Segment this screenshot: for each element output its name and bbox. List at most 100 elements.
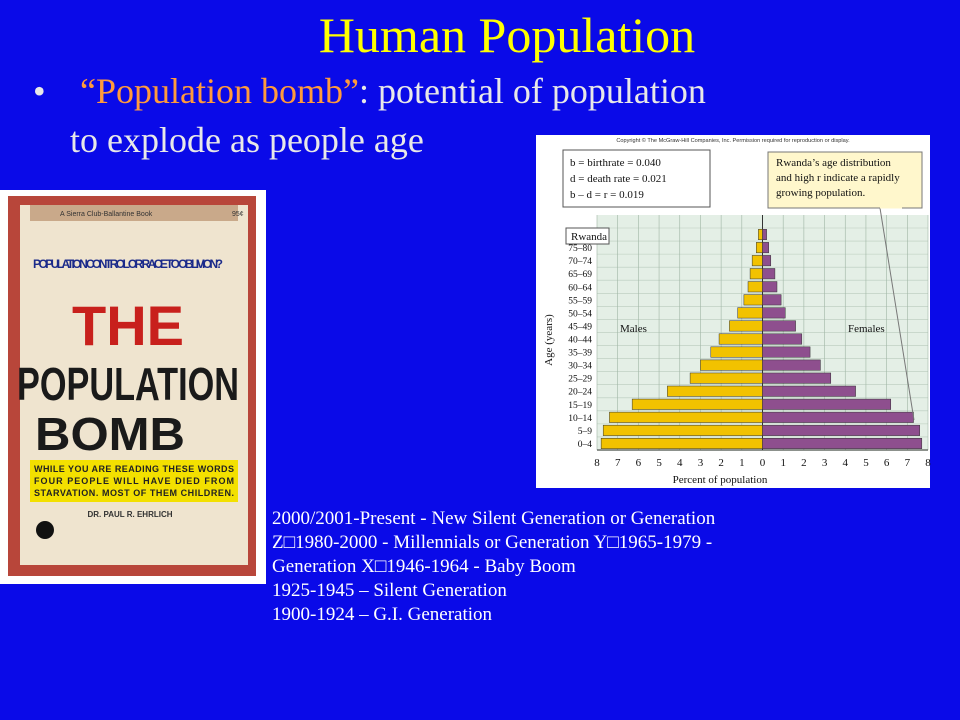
bar (718, 333, 763, 345)
x-tick-label: 7 (905, 457, 911, 469)
bar (609, 411, 763, 423)
y-tick-label: 70–74 (568, 257, 592, 267)
bar (756, 242, 763, 254)
y-tick-label: 60–64 (568, 283, 592, 293)
y-tick-label: 25–29 (568, 375, 592, 385)
book-price: 95¢ (232, 211, 244, 218)
callout-line: and high r indicate a rapidly (776, 172, 900, 184)
bar (762, 385, 856, 397)
y-tick-label: 0–4 (578, 440, 593, 450)
y-tick-label: 50–54 (568, 309, 592, 319)
book-blurb: WHILE YOU ARE READING THESE WORDS (34, 464, 234, 474)
legend-entry: Females (848, 323, 885, 335)
bar (600, 437, 763, 449)
book-title: BOMB (35, 408, 185, 460)
x-tick-label: 4 (677, 457, 683, 469)
book-tagline: POPULATION CONTROL OR RACE TO OBLIVION? (33, 257, 223, 271)
slide-title: Human Population (319, 7, 695, 63)
y-tick-label: 55–59 (568, 296, 592, 306)
bullet-text: to explode as people age (70, 120, 424, 160)
rate-line: d = death rate = 0.021 (570, 173, 667, 185)
x-tick-label: 6 (884, 457, 890, 469)
legend-entry: Males (620, 323, 647, 335)
book-series: A Sierra Club-Ballantine Book (60, 211, 153, 218)
generation-line: 1925-1945 – Silent Generation (272, 580, 507, 601)
y-tick-label: 30–34 (568, 362, 592, 372)
x-tick-label: 2 (718, 457, 724, 469)
bar (737, 307, 763, 319)
book-author: DR. PAUL R. EHRLICH (87, 510, 172, 519)
bar (762, 255, 772, 267)
bar (762, 424, 920, 436)
bar (762, 320, 796, 332)
bar (762, 411, 914, 423)
bar (762, 242, 769, 254)
callout-line: growing population. (776, 187, 865, 199)
bar (700, 359, 763, 371)
x-tick-label: 8 (594, 457, 600, 469)
bullet-line: “Population bomb”: potential of populati… (80, 71, 706, 111)
country-box (565, 227, 610, 245)
generations: 2000/2001-Present - New Silent Generatio… (272, 508, 716, 625)
bar (758, 229, 763, 241)
bar (762, 359, 821, 371)
x-axis-label: Percent of population (673, 474, 768, 486)
bar (762, 281, 778, 293)
generation-line: 2000/2001-Present - New Silent Generatio… (272, 508, 716, 529)
y-tick-label: 45–49 (568, 322, 592, 332)
bar (762, 346, 811, 358)
x-tick-label: 4 (843, 457, 849, 469)
country-label: Rwanda (571, 231, 607, 243)
highlight: “Population bomb” (80, 71, 359, 111)
bullet-text: : potential of population (359, 71, 706, 111)
x-tick-label: 3 (822, 457, 828, 469)
bar (762, 372, 832, 384)
bar (743, 294, 763, 306)
callout-line: Rwanda’s age distribution (776, 157, 891, 169)
bar (762, 437, 923, 449)
x-tick-label: 1 (739, 457, 745, 469)
book-blurb: STARVATION. MOST OF THEM CHILDREN. (34, 488, 234, 498)
book-title: THE (72, 294, 184, 357)
x-tick-label: 5 (863, 457, 869, 469)
y-tick-label: 5–9 (578, 427, 593, 437)
callout-box (767, 151, 923, 209)
bar (762, 333, 803, 345)
generation-line: Generation X□1946-1964 - Baby Boom (272, 556, 576, 577)
x-tick-label: 1 (780, 457, 786, 469)
book-image (0, 190, 266, 584)
bar (602, 424, 763, 436)
bar (747, 281, 763, 293)
bullet-dot: • (33, 71, 46, 111)
y-tick-label: 35–39 (568, 349, 592, 359)
book-strip (30, 205, 238, 221)
x-tick-label: 0 (760, 457, 766, 469)
bar (762, 294, 782, 306)
rate-line: b = birthrate = 0.040 (570, 157, 661, 169)
copyright: Copyright © The McGraw-Hill Companies, I… (616, 137, 850, 144)
y-tick-label: 65–69 (568, 270, 592, 280)
book-blurb-box (30, 460, 238, 502)
x-tick-label: 5 (656, 457, 662, 469)
x-tick-label: 8 (925, 457, 931, 469)
book-blurb: FOUR PEOPLE WILL HAVE DIED FROM (34, 476, 234, 486)
generation-line: Z□1980-2000 - Millennials or Generation … (272, 532, 712, 553)
y-tick-label: 75–80 (568, 244, 592, 254)
y-tick-label: 15–19 (568, 401, 592, 411)
chart: 8 7 6 5 4 3 2 1 0 1 2 3 4 5 6 7 80–45–910–1415–1920–2425… (568, 215, 931, 469)
y-tick-label: 20–24 (568, 388, 592, 398)
x-tick-label: 6 (636, 457, 642, 469)
y-tick-label: 10–14 (568, 414, 592, 424)
bar (689, 372, 763, 384)
book-title: POPULATION (17, 358, 239, 410)
y-tick-label: 40–44 (568, 336, 592, 346)
x-tick-label: 7 (615, 457, 621, 469)
bar (762, 268, 776, 280)
bar (751, 255, 763, 267)
bar (762, 229, 767, 241)
x-tick-label: 3 (698, 457, 704, 469)
bar (729, 320, 763, 332)
book-logo (36, 521, 54, 539)
